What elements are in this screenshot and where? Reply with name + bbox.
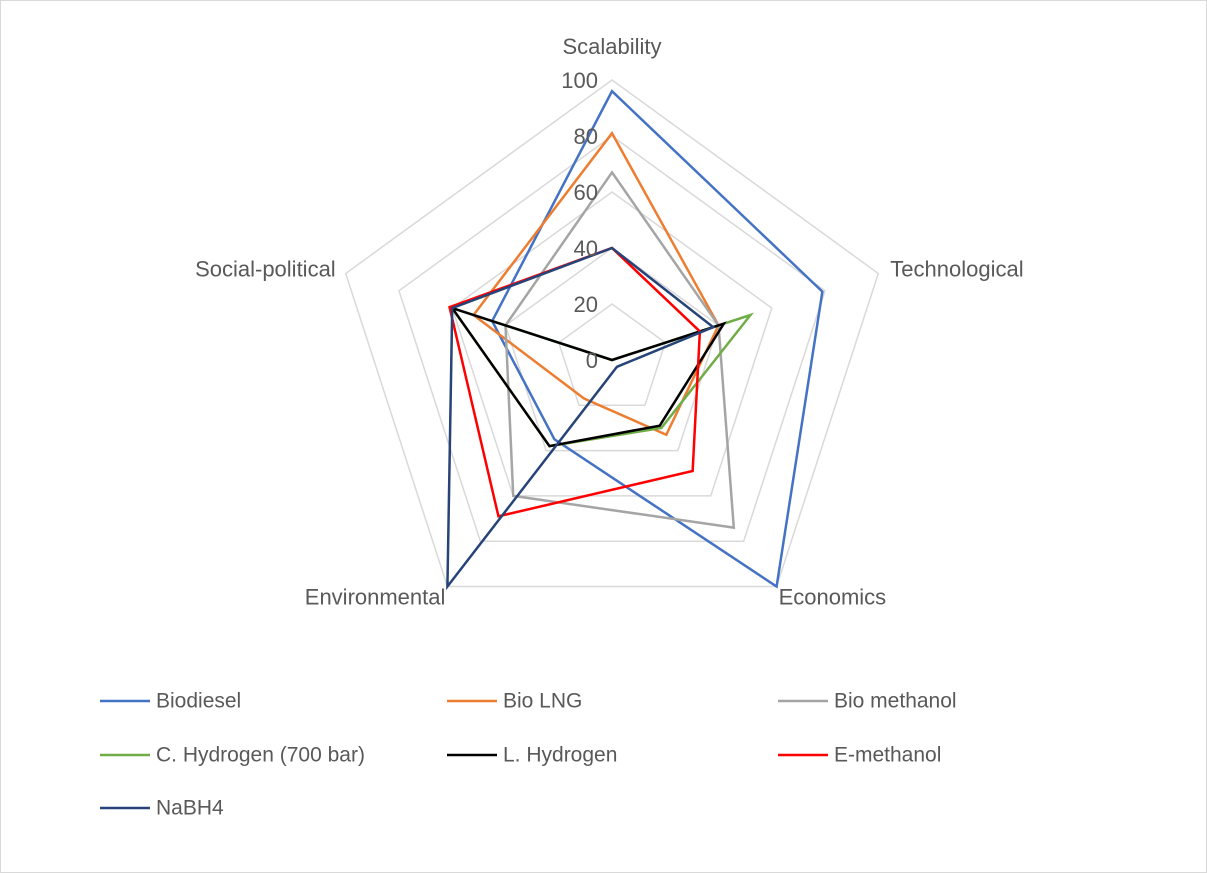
grid-ring	[557, 303, 667, 407]
y-tick-label: 80	[574, 124, 598, 149]
grid-ring	[344, 79, 880, 588]
y-tick-label: 40	[574, 236, 598, 261]
grid-ring	[398, 135, 826, 542]
category-label: Social-political	[195, 256, 336, 281]
legend-label: Bio LNG	[503, 690, 582, 713]
legend-label: NaBH4	[156, 797, 224, 820]
category-label: Technological	[890, 256, 1023, 281]
legend-label: E-methanol	[834, 744, 941, 767]
legend-label: L. Hydrogen	[503, 744, 617, 767]
category-label: Economics	[779, 584, 887, 609]
category-label: Environmental	[305, 584, 446, 609]
series-line	[504, 170, 736, 530]
legend-label: Bio methanol	[834, 690, 957, 713]
y-tick-label: 60	[574, 180, 598, 205]
series-line	[448, 246, 702, 518]
legend-label: Biodiesel	[156, 690, 241, 713]
grid-ring	[451, 191, 773, 497]
legend-label: C. Hydrogen (700 bar)	[156, 744, 365, 767]
series-line	[471, 130, 720, 437]
y-tick-label: 20	[574, 292, 598, 317]
y-tick-label: 100	[561, 68, 598, 93]
category-label: Scalability	[562, 34, 661, 59]
y-tick-label: 0	[586, 348, 598, 373]
grid-ring	[504, 247, 720, 452]
series-line	[446, 246, 716, 591]
series-line	[490, 89, 824, 589]
